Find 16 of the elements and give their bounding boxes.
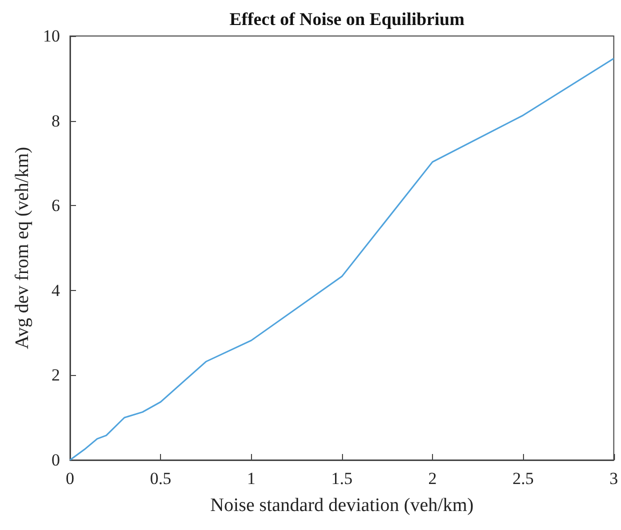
y-tick-label: 10 xyxy=(43,26,60,46)
x-axis-title: Noise standard deviation (veh/km) xyxy=(210,495,474,516)
x-tick-label: 0 xyxy=(66,469,74,488)
x-tick-label: 1.5 xyxy=(331,469,352,488)
y-tick-label: 6 xyxy=(52,196,60,216)
y-tick-label: 4 xyxy=(52,280,60,300)
x-tick-label: 2.5 xyxy=(512,469,534,488)
y-tick-label: 2 xyxy=(52,366,60,385)
x-tick-label: 0.5 xyxy=(150,469,172,488)
x-tick-label: 2 xyxy=(428,469,437,488)
x-tick-label: 1 xyxy=(247,469,256,488)
x-tick-label: 3 xyxy=(610,469,618,488)
y-axis-title: Avg dev from eq (veh/km) xyxy=(12,146,33,350)
chart-title: Effect of Noise on Equilibrium xyxy=(229,9,465,29)
y-tick-label: 0 xyxy=(52,450,60,470)
y-tick-label: 8 xyxy=(52,111,60,130)
